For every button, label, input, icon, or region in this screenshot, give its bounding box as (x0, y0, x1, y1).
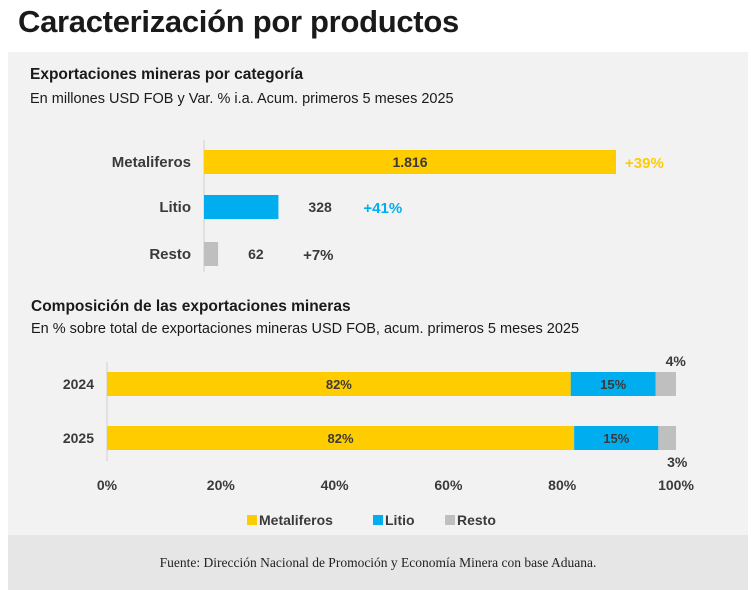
segment-label-metaliferos-2024: 82% (326, 377, 352, 392)
legend-label-metaliferos: Metaliferos (259, 512, 333, 528)
bar-metaliferos (204, 150, 616, 174)
bar-resto (204, 242, 219, 266)
change-label-resto: +7% (303, 247, 333, 264)
legend-swatch-metaliferos (247, 515, 257, 525)
value-label-litio: 328 (308, 199, 332, 215)
change-label-litio: +41% (363, 200, 402, 217)
x-tick-label: 60% (434, 477, 463, 493)
value-label-metaliferos: 1.816 (392, 154, 427, 170)
x-tick-label: 80% (548, 477, 577, 493)
segment-label-litio-2024: 15% (600, 377, 626, 392)
footer: Fuente: Dirección Nacional de Promoción … (8, 535, 748, 590)
x-tick-label: 100% (658, 477, 694, 493)
chart2-title: Composición de las exportaciones mineras (31, 298, 351, 315)
segment-label-litio-2025: 15% (603, 431, 629, 446)
chart1-title: Exportaciones mineras por categoría (30, 66, 304, 83)
segment-label-metaliferos-2025: 82% (328, 431, 354, 446)
segment-label-resto-2025: 3% (667, 454, 688, 470)
chart1-subtitle: En millones USD FOB y Var. % i.a. Acum. … (30, 91, 454, 107)
category-label-litio: Litio (159, 199, 191, 216)
page-title: Caracterización por productos (18, 4, 459, 39)
x-tick-label: 20% (207, 477, 236, 493)
bar-litio (204, 195, 279, 219)
year-label-2024: 2024 (63, 376, 94, 392)
chart2-subtitle: En % sobre total de exportaciones minera… (31, 321, 580, 337)
segment-metaliferos-2025 (107, 426, 575, 450)
segment-resto-2024 (655, 372, 676, 396)
segment-resto-2025 (658, 426, 676, 450)
legend-swatch-resto (445, 515, 455, 525)
x-tick-label: 0% (97, 477, 118, 493)
category-label-resto: Resto (149, 246, 191, 263)
segment-litio-2025 (574, 426, 659, 450)
change-label-metaliferos: +39% (625, 155, 664, 172)
segment-label-resto-2024: 4% (666, 353, 687, 369)
legend-label-resto: Resto (457, 512, 496, 528)
x-tick-label: 40% (321, 477, 350, 493)
chart-panel (8, 52, 748, 535)
segment-metaliferos-2024 (107, 372, 571, 396)
legend-label-litio: Litio (385, 512, 415, 528)
category-label-metaliferos: Metaliferos (112, 154, 191, 171)
segment-litio-2024 (570, 372, 656, 396)
value-label-resto: 62 (248, 246, 264, 262)
legend-swatch-litio (373, 515, 383, 525)
year-label-2025: 2025 (63, 430, 94, 446)
source-note: Fuente: Dirección Nacional de Promoción … (159, 554, 597, 570)
